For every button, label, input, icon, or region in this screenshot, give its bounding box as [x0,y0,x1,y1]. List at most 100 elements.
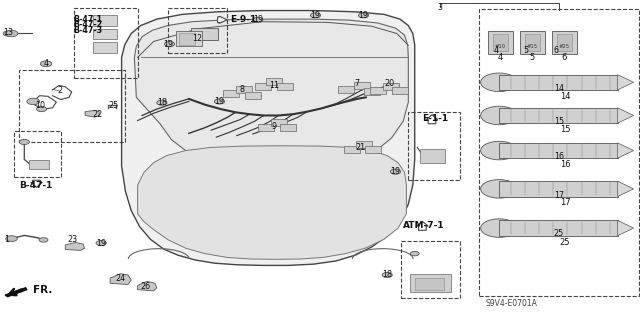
Text: 14: 14 [554,84,564,93]
Circle shape [253,17,263,22]
Circle shape [96,241,106,246]
Bar [499,143,618,158]
Bar [370,87,386,94]
Text: 19: 19 [310,11,321,20]
Text: 13: 13 [3,28,13,37]
Text: 19: 19 [358,11,369,20]
Polygon shape [618,181,634,197]
Text: 19: 19 [253,15,263,24]
Polygon shape [138,146,406,259]
Bar [74,8,138,78]
Circle shape [27,98,40,105]
Text: 20: 20 [384,79,394,88]
Text: #15: #15 [527,44,538,49]
Bar [176,31,202,46]
Text: 14: 14 [560,92,570,101]
Text: 25: 25 [554,229,564,238]
Bar [191,28,218,40]
Circle shape [39,238,48,242]
Text: 6: 6 [562,53,567,62]
FancyArrow shape [218,16,227,23]
Circle shape [157,100,167,105]
Bar [488,31,513,54]
Text: 7: 7 [355,79,360,88]
Bar [364,88,380,95]
Bar [552,31,577,54]
Text: 12: 12 [192,34,202,43]
Bar [365,146,381,153]
Circle shape [481,73,518,92]
Bar [420,149,445,163]
Text: 4: 4 [498,53,503,62]
Bar [499,181,618,197]
Circle shape [310,13,321,18]
Text: 16: 16 [554,152,564,161]
Bar [277,83,293,90]
Bar [415,278,444,290]
FancyArrow shape [426,115,438,124]
Circle shape [382,272,392,278]
Polygon shape [618,108,634,123]
Circle shape [5,30,18,37]
Text: B-47-3: B-47-3 [74,26,103,35]
Text: 26: 26 [141,282,151,291]
Text: B-47-2: B-47-2 [74,20,103,29]
Bar [479,9,639,296]
Bar [93,42,117,53]
Text: #25: #25 [559,44,570,49]
Bar [392,87,408,94]
Text: 25: 25 [560,238,570,247]
Text: 15: 15 [560,125,570,134]
Bar [344,146,360,153]
Bar [29,160,49,169]
Circle shape [481,141,518,160]
Bar [401,241,460,298]
Bar [410,274,451,292]
Bar [271,119,287,126]
Bar [525,34,540,51]
Text: 18: 18 [157,98,167,107]
Text: 17: 17 [560,198,570,207]
Bar [557,34,572,51]
Bar [354,82,370,89]
FancyArrow shape [31,180,42,187]
Polygon shape [85,110,99,117]
Circle shape [36,107,47,112]
Bar [499,75,618,90]
Bar [356,141,372,148]
Text: 22: 22 [93,110,103,119]
Circle shape [40,61,52,67]
Text: 2: 2 [57,86,62,95]
Polygon shape [618,220,634,236]
Bar [223,90,239,97]
Bar [493,34,508,51]
Text: 25: 25 [109,101,119,110]
Text: 19: 19 [390,167,401,176]
Text: 5: 5 [530,53,535,62]
Text: E-1-1: E-1-1 [422,114,449,123]
Circle shape [6,236,17,241]
Bar [245,92,261,99]
Bar [499,108,618,123]
Bar [338,86,354,93]
Text: B-47-1: B-47-1 [74,15,103,24]
Text: 6: 6 [553,46,558,55]
Circle shape [481,219,518,237]
Bar [408,112,460,180]
Polygon shape [618,143,634,158]
Text: FR.: FR. [33,285,52,295]
Bar [14,131,61,177]
Circle shape [19,139,29,145]
Bar [280,124,296,131]
Text: B-47-1: B-47-1 [19,181,52,190]
Polygon shape [65,242,84,250]
Text: 11: 11 [269,81,279,90]
Bar [383,83,399,90]
Bar [168,8,227,53]
Text: 18: 18 [382,271,392,279]
Text: 1: 1 [4,235,9,244]
Text: 19: 19 [96,239,106,248]
Bar [266,78,282,85]
Text: 9: 9 [271,122,276,131]
Circle shape [164,41,175,47]
